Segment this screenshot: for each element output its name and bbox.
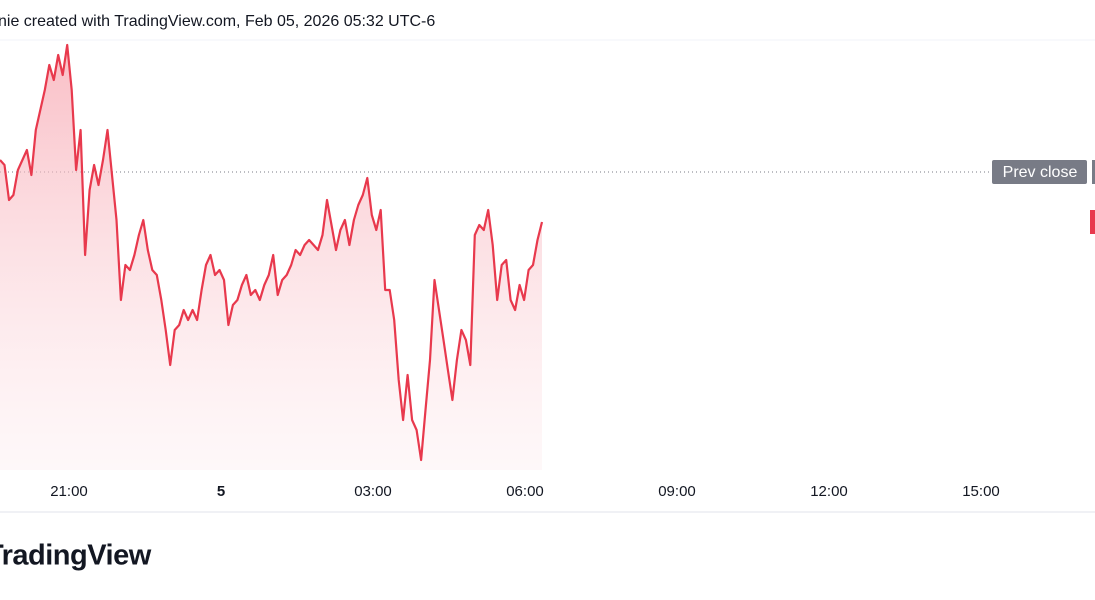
x-tick-label: 15:00 xyxy=(962,483,1000,500)
prev-close-label: Prev close xyxy=(1003,164,1078,181)
x-tick-label: 5 xyxy=(217,483,225,500)
last-price-badge xyxy=(1090,210,1095,234)
x-tick-label: 03:00 xyxy=(354,483,392,500)
brand-logo: TradingView xyxy=(0,540,152,572)
prev-close-badge xyxy=(992,160,1087,184)
chart-title: nie created with TradingView.com, Feb 05… xyxy=(0,13,435,30)
x-tick-label: 12:00 xyxy=(810,483,848,500)
price-line xyxy=(0,43,544,462)
price-area xyxy=(0,45,542,470)
x-tick-label: 09:00 xyxy=(658,483,696,500)
x-tick-label: 21:00 xyxy=(50,483,88,500)
plot-area: 21:00 5 03:00 06:00 09:00 12:00 15:00 Prev clos… xyxy=(0,43,1095,500)
x-tick-label: 06:00 xyxy=(506,483,544,500)
axis-label-edge xyxy=(1092,160,1095,184)
